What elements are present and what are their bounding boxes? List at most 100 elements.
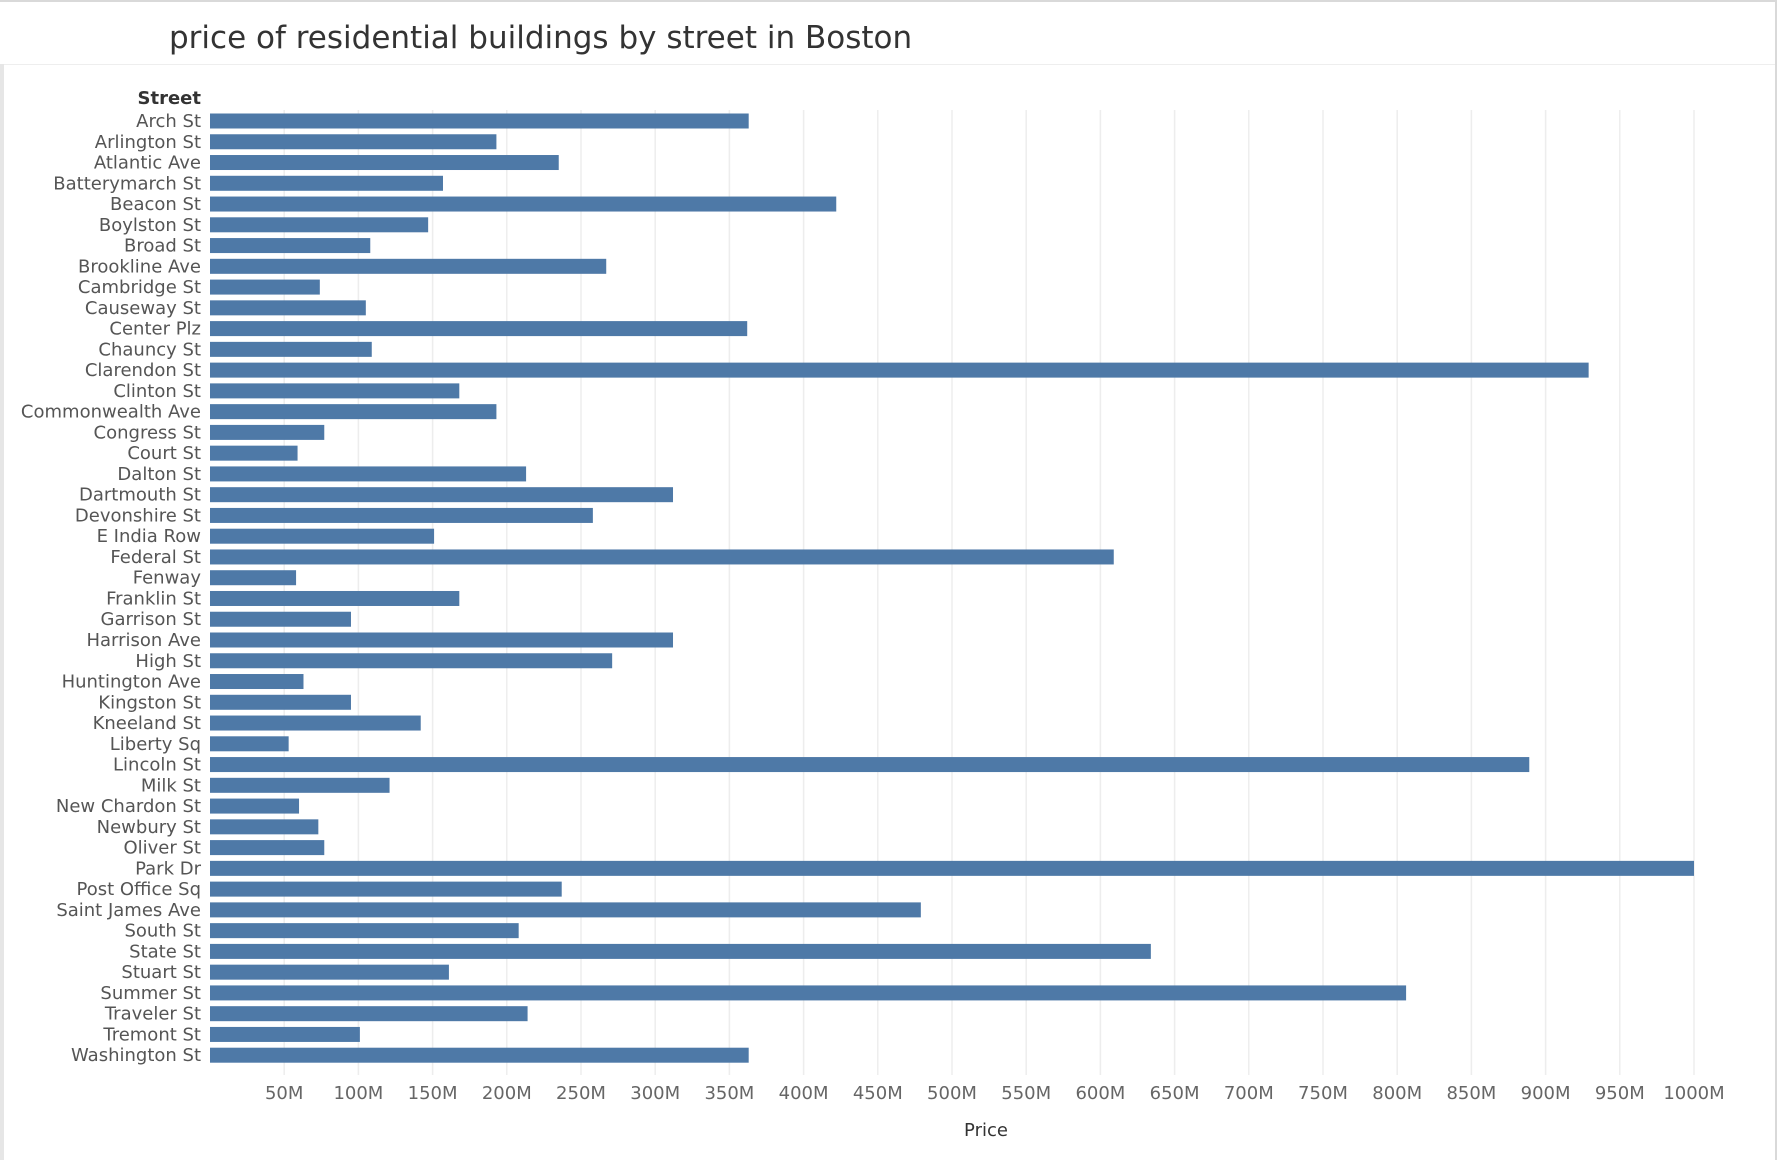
header-divider xyxy=(0,64,1775,65)
bar[interactable] xyxy=(210,715,421,731)
bar[interactable] xyxy=(210,279,320,295)
bar[interactable] xyxy=(210,1026,360,1042)
bar[interactable] xyxy=(210,321,748,337)
street-label: Summer St xyxy=(100,983,201,1004)
title-band xyxy=(0,2,1775,64)
bar[interactable] xyxy=(210,694,351,710)
street-label: Stuart St xyxy=(121,962,201,983)
x-tick-label: 550M xyxy=(1001,1083,1051,1104)
bar[interactable] xyxy=(210,736,289,752)
bar[interactable] xyxy=(210,341,372,357)
bar[interactable] xyxy=(210,528,435,544)
bar[interactable] xyxy=(210,881,562,897)
bar[interactable] xyxy=(210,196,837,212)
bar[interactable] xyxy=(210,404,497,420)
x-tick-label: 200M xyxy=(482,1083,532,1104)
bar[interactable] xyxy=(210,362,1589,378)
street-label: Franklin St xyxy=(106,588,201,609)
bar[interactable] xyxy=(210,840,325,856)
street-label: Park Dr xyxy=(135,858,201,879)
street-label: Harrison Ave xyxy=(86,630,201,651)
street-label: Court St xyxy=(127,443,201,464)
bar[interactable] xyxy=(210,487,674,503)
bar[interactable] xyxy=(210,570,297,586)
street-label: High St xyxy=(135,651,201,672)
bar[interactable] xyxy=(210,943,1151,959)
x-tick-label: 600M xyxy=(1075,1083,1125,1104)
x-axis-title: Price xyxy=(964,1120,1008,1141)
x-tick-label: 650M xyxy=(1150,1083,1200,1104)
bar[interactable] xyxy=(210,258,607,274)
x-tick-label: 750M xyxy=(1298,1083,1348,1104)
x-tick-label: 350M xyxy=(704,1083,754,1104)
bar[interactable] xyxy=(210,1047,749,1063)
street-label: Liberty Sq xyxy=(110,734,201,755)
bar[interactable] xyxy=(210,964,449,980)
bar[interactable] xyxy=(210,134,497,150)
bar[interactable] xyxy=(210,777,390,793)
bar[interactable] xyxy=(210,466,527,482)
bar[interactable] xyxy=(210,300,366,316)
bar[interactable] xyxy=(210,507,593,523)
bar[interactable] xyxy=(210,383,460,399)
x-tick-label: 400M xyxy=(779,1083,829,1104)
bar[interactable] xyxy=(210,549,1114,565)
left-border xyxy=(0,64,4,1160)
street-label: State St xyxy=(129,941,201,962)
bar[interactable] xyxy=(210,860,1694,876)
x-tick-label: 950M xyxy=(1595,1083,1645,1104)
street-label: Tremont St xyxy=(102,1024,201,1045)
street-label: Cambridge St xyxy=(78,277,201,298)
bar[interactable] xyxy=(210,923,519,939)
x-tick-label: 300M xyxy=(630,1083,680,1104)
bar[interactable] xyxy=(210,175,443,191)
bar[interactable] xyxy=(210,155,559,171)
street-label: Dartmouth St xyxy=(79,485,201,506)
street-label: Federal St xyxy=(110,547,201,568)
x-tick-label: 50M xyxy=(265,1083,303,1104)
street-label: Garrison St xyxy=(101,609,201,630)
street-label: Kingston St xyxy=(98,692,201,713)
street-label: Fenway xyxy=(133,568,202,589)
bar[interactable] xyxy=(210,757,1530,773)
bar[interactable] xyxy=(210,424,325,440)
street-label: Broad St xyxy=(124,236,201,257)
street-label: Congress St xyxy=(94,422,201,443)
street-label: South St xyxy=(124,921,201,942)
bar[interactable] xyxy=(210,590,460,606)
x-tick-label: 150M xyxy=(408,1083,458,1104)
x-tick-label: 250M xyxy=(556,1083,606,1104)
bar[interactable] xyxy=(210,632,674,648)
street-label: Washington St xyxy=(71,1045,201,1066)
bar[interactable] xyxy=(210,113,749,129)
street-label: Saint James Ave xyxy=(56,900,201,921)
bar[interactable] xyxy=(210,445,298,461)
street-label: Center Plz xyxy=(109,319,201,340)
street-label: Traveler St xyxy=(104,1004,201,1025)
x-tick-label: 450M xyxy=(853,1083,903,1104)
bar[interactable] xyxy=(210,798,300,814)
y-axis-title: Street xyxy=(138,88,202,109)
street-label: Brookline Ave xyxy=(78,256,201,277)
bar[interactable] xyxy=(210,653,613,669)
bar[interactable] xyxy=(210,611,351,627)
street-label: Causeway St xyxy=(85,298,201,319)
street-label: Commonwealth Ave xyxy=(21,402,201,423)
bar[interactable] xyxy=(210,1006,528,1022)
street-label: Beacon St xyxy=(110,194,201,215)
chart-title: price of residential buildings by street… xyxy=(169,20,913,56)
street-label: Huntington Ave xyxy=(62,672,201,693)
bar[interactable] xyxy=(210,217,429,233)
bar[interactable] xyxy=(210,985,1407,1001)
bar[interactable] xyxy=(210,238,371,254)
street-label: Devonshire St xyxy=(75,505,201,526)
bar[interactable] xyxy=(210,674,304,690)
bars xyxy=(210,113,1694,1063)
bar[interactable] xyxy=(210,902,921,918)
x-tick-label: 700M xyxy=(1224,1083,1274,1104)
street-label: E India Row xyxy=(97,526,201,547)
bar[interactable] xyxy=(210,819,319,835)
